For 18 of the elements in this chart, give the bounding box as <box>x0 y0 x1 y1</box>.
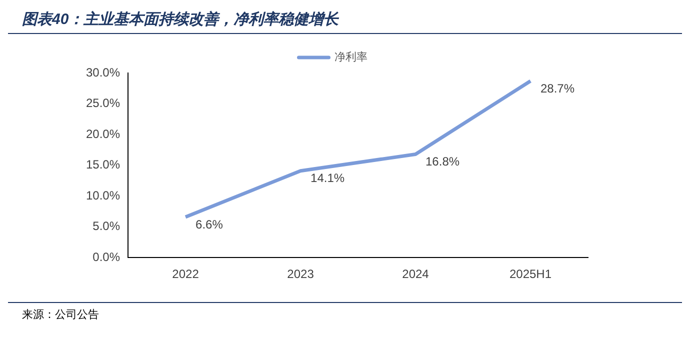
x-tick-label: 2022 <box>172 267 200 282</box>
y-tick-label: 20.0% <box>86 126 120 141</box>
data-label: 16.8% <box>426 154 460 169</box>
x-tick-label: 2024 <box>402 267 430 282</box>
x-tick-label: 2025H1 <box>509 267 552 282</box>
y-tick-label: 5.0% <box>92 219 120 234</box>
y-tick-label: 25.0% <box>86 96 120 110</box>
chart-title: 图表40：主业基本面持续改善，净利率稳健增长 <box>21 10 340 30</box>
legend-label: 净利率 <box>334 50 368 64</box>
data-label: 14.1% <box>310 171 345 186</box>
y-tick-label: 0.0% <box>92 250 120 264</box>
y-tick-label: 15.0% <box>86 158 120 172</box>
source-note: 来源：公司公告 <box>21 308 100 323</box>
y-tick-label: 30.0% <box>86 65 120 80</box>
data-label: 28.7% <box>540 81 575 96</box>
x-tick-label: 2023 <box>287 267 314 282</box>
y-tick-label: 10.0% <box>86 188 120 202</box>
data-label: 6.6% <box>196 217 224 232</box>
